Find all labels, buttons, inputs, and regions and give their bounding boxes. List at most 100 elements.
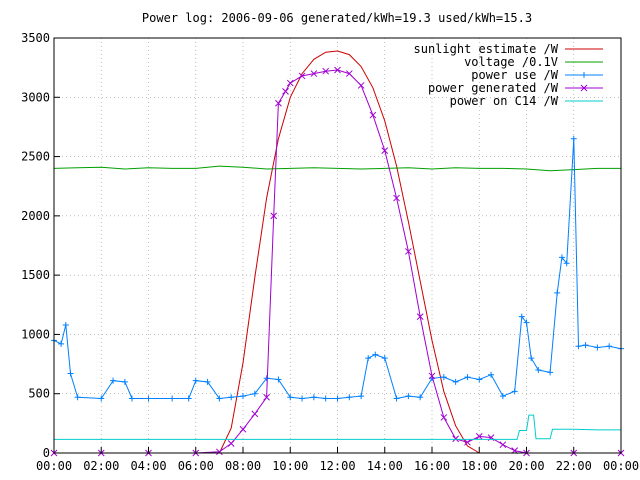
data-point bbox=[440, 414, 448, 421]
series-power-on-c14-w bbox=[54, 414, 621, 440]
plot-frame bbox=[53, 37, 622, 454]
data-point bbox=[499, 441, 507, 449]
data-point bbox=[464, 438, 471, 446]
data-point bbox=[570, 135, 577, 142]
data-point bbox=[358, 393, 365, 400]
y-tick-label: 1500 bbox=[21, 268, 50, 282]
x-tick-label: 04:00 bbox=[130, 459, 166, 473]
data-point bbox=[216, 395, 223, 402]
x-tick-label: 02:00 bbox=[83, 459, 119, 473]
series-group bbox=[50, 50, 625, 457]
data-point bbox=[204, 378, 211, 385]
data-point bbox=[357, 82, 365, 89]
data-point bbox=[417, 394, 424, 401]
data-point bbox=[428, 372, 436, 380]
legend-marker bbox=[580, 84, 588, 92]
chart-title: Power log: 2006-09-06 generated/kWh=19.3… bbox=[142, 11, 532, 25]
data-point bbox=[270, 212, 278, 220]
data-point bbox=[282, 88, 289, 95]
y-tick-label: 1000 bbox=[21, 327, 50, 341]
data-point bbox=[606, 343, 613, 350]
data-point bbox=[58, 340, 65, 347]
y-tick-label: 3000 bbox=[21, 90, 50, 104]
data-point bbox=[310, 394, 317, 401]
data-point bbox=[547, 369, 554, 376]
data-point bbox=[464, 374, 471, 381]
x-tick-label: 00:00 bbox=[603, 459, 639, 473]
data-point bbox=[511, 388, 518, 395]
data-point bbox=[287, 394, 294, 401]
data-point bbox=[263, 393, 270, 401]
x-tick-label: 14:00 bbox=[367, 459, 403, 473]
data-point bbox=[372, 351, 379, 358]
legend-label: voltage /0.1V bbox=[464, 55, 558, 69]
data-point bbox=[67, 370, 74, 377]
data-point bbox=[110, 377, 117, 384]
data-point bbox=[563, 260, 570, 267]
data-point bbox=[216, 448, 223, 456]
data-point bbox=[575, 343, 582, 350]
series-voltage-0-1v bbox=[53, 165, 621, 172]
legend-label: power generated /W bbox=[428, 81, 559, 95]
data-point bbox=[128, 395, 135, 402]
data-point bbox=[488, 371, 495, 378]
data-point bbox=[62, 321, 69, 328]
data-point bbox=[345, 70, 353, 77]
x-tick-label: 10:00 bbox=[272, 459, 308, 473]
data-point bbox=[98, 395, 105, 402]
data-point bbox=[251, 410, 259, 418]
y-tick-label: 2500 bbox=[21, 150, 50, 164]
x-tick-label: 12:00 bbox=[319, 459, 355, 473]
legend-label: power use /W bbox=[471, 68, 558, 82]
data-point bbox=[227, 440, 235, 447]
data-point bbox=[346, 394, 353, 401]
y-tick-label: 500 bbox=[28, 387, 50, 401]
series-line bbox=[53, 165, 621, 172]
data-point bbox=[582, 342, 589, 349]
data-point bbox=[528, 355, 535, 362]
data-point bbox=[334, 66, 341, 74]
data-point bbox=[145, 395, 152, 402]
data-point bbox=[251, 390, 258, 397]
data-point bbox=[310, 70, 318, 77]
data-point bbox=[416, 313, 424, 320]
series-sunlight-estimate-w bbox=[218, 50, 480, 454]
data-point bbox=[185, 395, 192, 402]
x-tick-label: 08:00 bbox=[225, 459, 261, 473]
x-tick-label: 20:00 bbox=[508, 459, 544, 473]
series-power-generated-w bbox=[50, 66, 625, 457]
legend-label: power on C14 /W bbox=[450, 94, 559, 108]
data-point bbox=[535, 367, 542, 373]
data-point bbox=[275, 376, 282, 383]
y-tick-label: 0 bbox=[43, 446, 50, 460]
series-line bbox=[53, 138, 622, 400]
data-point bbox=[405, 248, 412, 255]
data-point bbox=[369, 111, 377, 119]
legend-marker bbox=[581, 72, 587, 78]
x-tick-label: 16:00 bbox=[414, 459, 450, 473]
grid bbox=[54, 38, 621, 453]
legend-label: sunlight estimate /W bbox=[414, 42, 559, 56]
data-point bbox=[322, 67, 330, 75]
data-point bbox=[452, 378, 459, 385]
data-point bbox=[381, 147, 389, 154]
data-point bbox=[239, 425, 247, 433]
series-line bbox=[54, 414, 621, 440]
data-point bbox=[523, 319, 530, 326]
data-point bbox=[298, 72, 306, 80]
data-point bbox=[240, 393, 246, 400]
data-point bbox=[228, 394, 235, 401]
data-point bbox=[299, 395, 306, 402]
data-point bbox=[263, 375, 270, 382]
data-point bbox=[192, 377, 199, 384]
data-point bbox=[594, 344, 601, 351]
data-point bbox=[476, 376, 483, 383]
x-tick-label: 06:00 bbox=[178, 459, 214, 473]
data-point bbox=[475, 433, 483, 440]
data-point bbox=[365, 355, 372, 362]
data-point bbox=[558, 254, 565, 261]
data-point bbox=[322, 395, 329, 402]
data-point bbox=[275, 99, 282, 107]
